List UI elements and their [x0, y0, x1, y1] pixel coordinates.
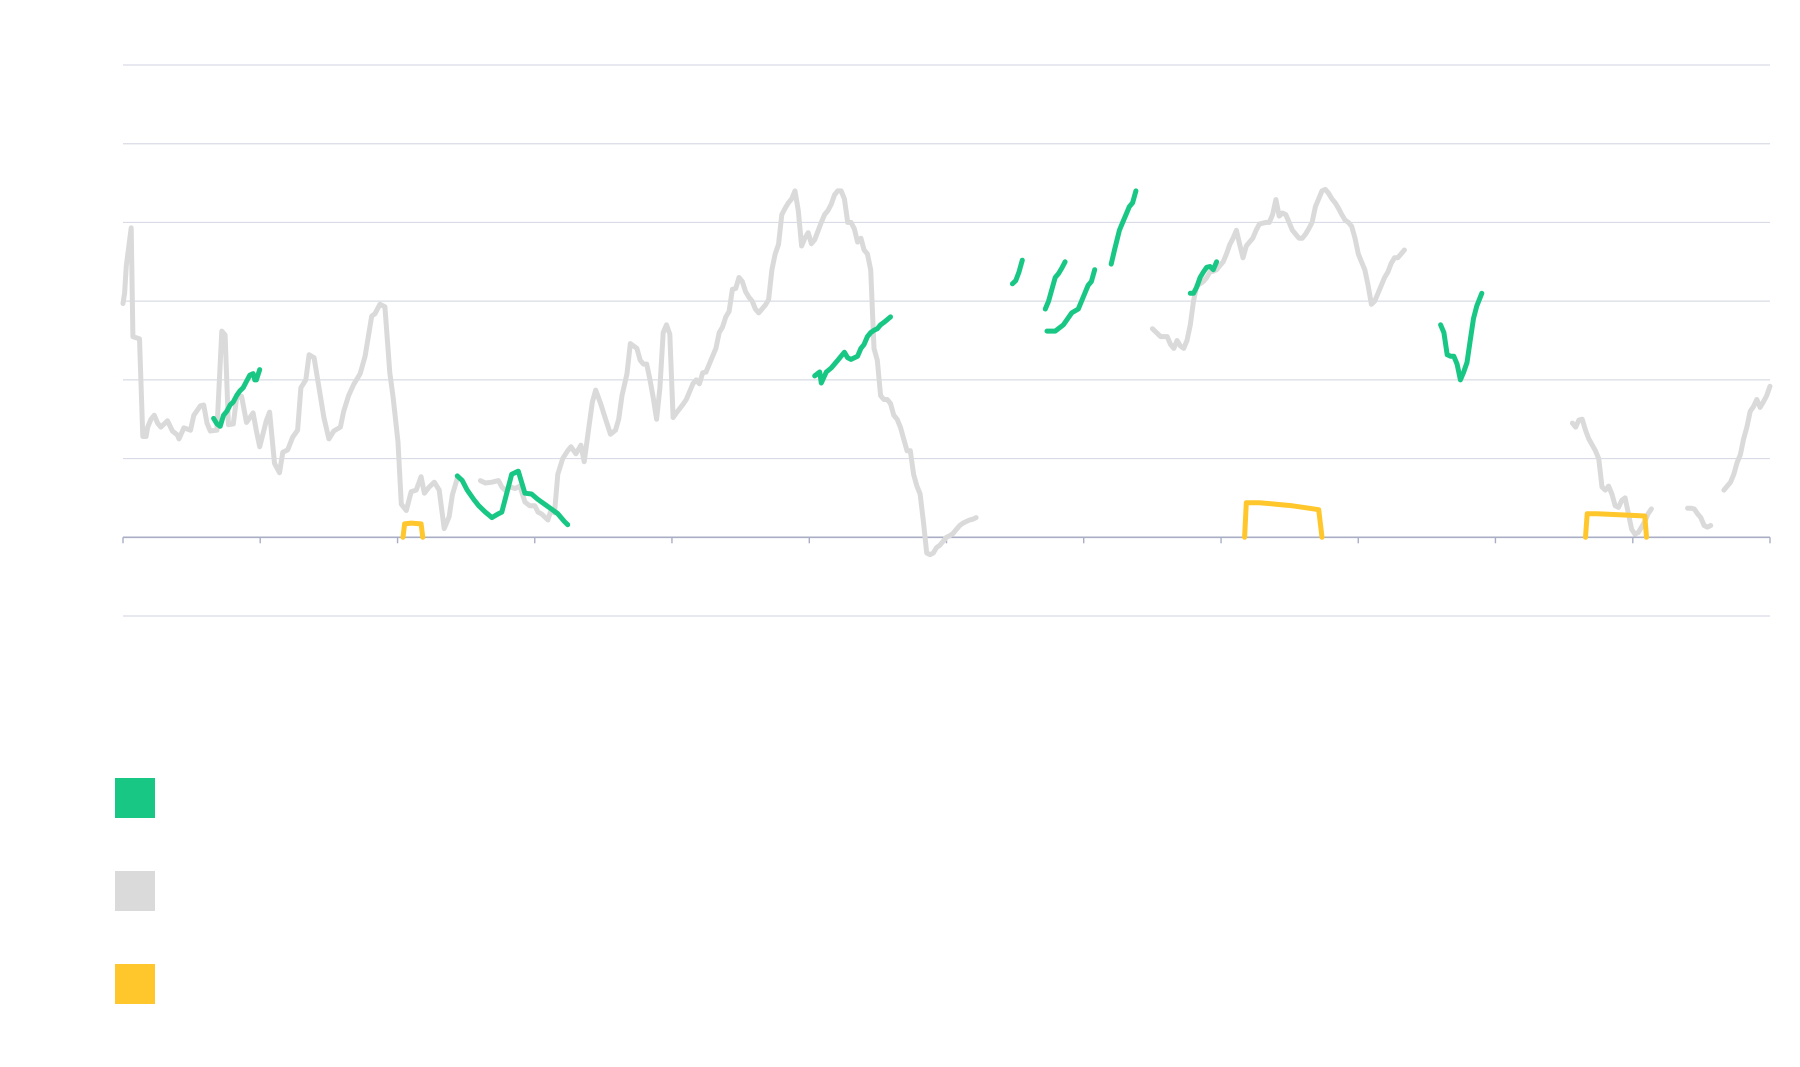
series-line-green — [1042, 259, 1068, 312]
series-line-green — [1438, 290, 1485, 383]
series-line-yellow — [1242, 500, 1325, 540]
legend-swatch-yellow — [115, 964, 155, 1004]
series-line-gray — [1569, 416, 1654, 537]
legend-item-yellow — [115, 964, 169, 1004]
legend-swatch-green — [115, 778, 155, 818]
legend-swatch-gray — [115, 871, 155, 911]
series-line-green — [1044, 267, 1098, 334]
series-line-green — [454, 468, 571, 528]
series-line-gray — [1149, 186, 1407, 351]
legend-item-green — [115, 778, 169, 818]
series-line-green — [1187, 259, 1220, 296]
legend-item-gray — [115, 871, 169, 911]
series-line-gray — [1721, 383, 1773, 493]
legend — [115, 778, 169, 1057]
series-line-green — [1009, 257, 1025, 287]
series-line-green — [1108, 188, 1139, 267]
series-line-gray — [1685, 505, 1714, 530]
series-line-yellow — [400, 520, 426, 540]
series-line-yellow — [1583, 511, 1649, 540]
series-line-gray — [703, 188, 841, 375]
series-line-green — [211, 367, 263, 429]
series-line-gray — [477, 322, 709, 523]
series-line-gray — [835, 188, 979, 558]
series-layer — [120, 186, 1773, 558]
series-line-gray — [120, 225, 460, 532]
axis-layer — [122, 537, 1771, 544]
series-line-green — [812, 314, 893, 386]
